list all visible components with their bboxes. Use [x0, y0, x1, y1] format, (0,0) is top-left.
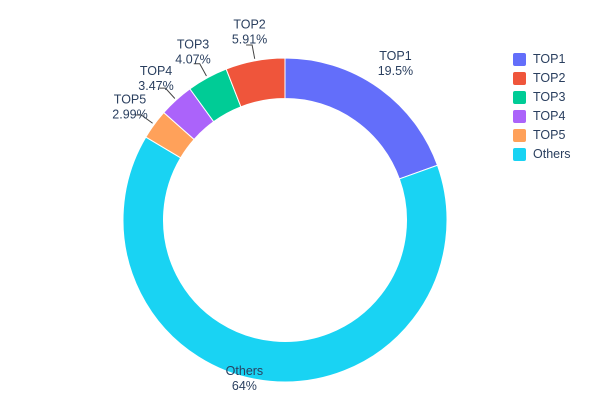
legend-item-top3[interactable]: TOP3: [513, 91, 571, 104]
slice-label-top5: TOP5 2.99%: [112, 93, 147, 122]
slice-label-top3: TOP3 4.07%: [175, 37, 210, 66]
leader-line-top2: [246, 44, 256, 59]
slice-label-top2: TOP2 5.91%: [232, 17, 267, 46]
legend-swatch-top2: [513, 72, 526, 85]
leader-line-top3: [193, 63, 207, 77]
slice-label-top1: TOP1 19.5%: [378, 49, 413, 78]
legend-label-top5: TOP5: [533, 128, 566, 142]
legend-label-top4: TOP4: [533, 109, 566, 123]
legend-label-top1: TOP1: [533, 52, 566, 66]
slice-top2[interactable]: [225, 57, 286, 108]
slice-label-others: Others 64%: [226, 364, 264, 393]
slice-top1[interactable]: [284, 57, 439, 180]
legend-swatch-others: [513, 148, 526, 161]
legend-swatch-top1: [513, 53, 526, 66]
legend-label-top2: TOP2: [533, 71, 566, 85]
legend-swatch-top5: [513, 129, 526, 142]
slice-label-top4: TOP4 3.47%: [138, 64, 173, 93]
leader-line-top5: [135, 114, 153, 124]
legend-label-others: Others: [533, 147, 571, 161]
legend-item-others[interactable]: Others: [513, 148, 571, 161]
legend-swatch-top3: [513, 91, 526, 104]
slice-others[interactable]: [122, 136, 448, 383]
leader-line-top4: [159, 87, 176, 99]
legend-item-top4[interactable]: TOP4: [513, 110, 571, 123]
legend-swatch-top4: [513, 110, 526, 123]
legend-item-top1[interactable]: TOP1: [513, 53, 571, 66]
legend-item-top5[interactable]: TOP5: [513, 129, 571, 142]
legend-item-top2[interactable]: TOP2: [513, 72, 571, 85]
chart-legend: TOP1 TOP2 TOP3 TOP4 TOP5 Others: [513, 53, 571, 161]
legend-label-top3: TOP3: [533, 90, 566, 104]
